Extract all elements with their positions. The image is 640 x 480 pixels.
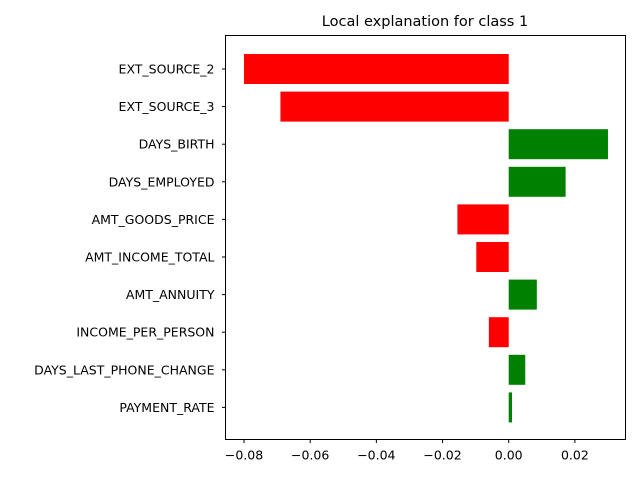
plot-frame bbox=[225, 35, 626, 440]
bar-days-last-phone-change bbox=[508, 354, 526, 385]
bar-income-per-person bbox=[488, 317, 509, 348]
bars-layer bbox=[244, 54, 608, 423]
y-tick-label: INCOME_PER_PERSON bbox=[76, 325, 214, 340]
chart-title: Local explanation for class 1 bbox=[322, 14, 528, 30]
y-tick-label: PAYMENT_RATE bbox=[119, 400, 214, 415]
x-tick-label: −0.04 bbox=[357, 448, 395, 463]
bar-payment-rate bbox=[508, 392, 513, 423]
y-tick-label: EXT_SOURCE_3 bbox=[119, 99, 215, 114]
y-tick-label: DAYS_EMPLOYED bbox=[109, 174, 215, 189]
bar-days-employed bbox=[508, 166, 566, 197]
y-tick-label: DAYS_LAST_PHONE_CHANGE bbox=[34, 362, 214, 377]
y-tick-layer: EXT_SOURCE_2 EXT_SOURCE_3 DAYS_BIRTH DAYS_E… bbox=[34, 62, 226, 415]
x-tick-label: −0.02 bbox=[423, 448, 461, 463]
x-tick-layer: −0.08 −0.06 −0.04 −0.02 0.00 0.02 bbox=[225, 439, 589, 463]
y-tick-label: EXT_SOURCE_2 bbox=[119, 62, 215, 77]
bar-amt-goods-price bbox=[457, 204, 509, 235]
bar-days-birth bbox=[508, 129, 608, 160]
x-tick-label: −0.08 bbox=[225, 448, 263, 463]
bar-amt-annuity bbox=[508, 279, 537, 310]
y-tick-label: AMT_INCOME_TOTAL bbox=[85, 250, 214, 265]
x-tick-label: 0.02 bbox=[561, 448, 589, 463]
x-tick-label: −0.06 bbox=[291, 448, 329, 463]
y-tick-label: DAYS_BIRTH bbox=[139, 137, 215, 152]
y-tick-label: AMT_ANNUITY bbox=[126, 287, 215, 302]
bar-ext-source-3 bbox=[280, 91, 509, 122]
y-tick-label: AMT_GOODS_PRICE bbox=[92, 212, 215, 227]
bar-amt-income-total bbox=[476, 242, 509, 272]
bar-ext-source-2 bbox=[244, 54, 509, 84]
x-tick-label: 0.00 bbox=[495, 448, 523, 463]
